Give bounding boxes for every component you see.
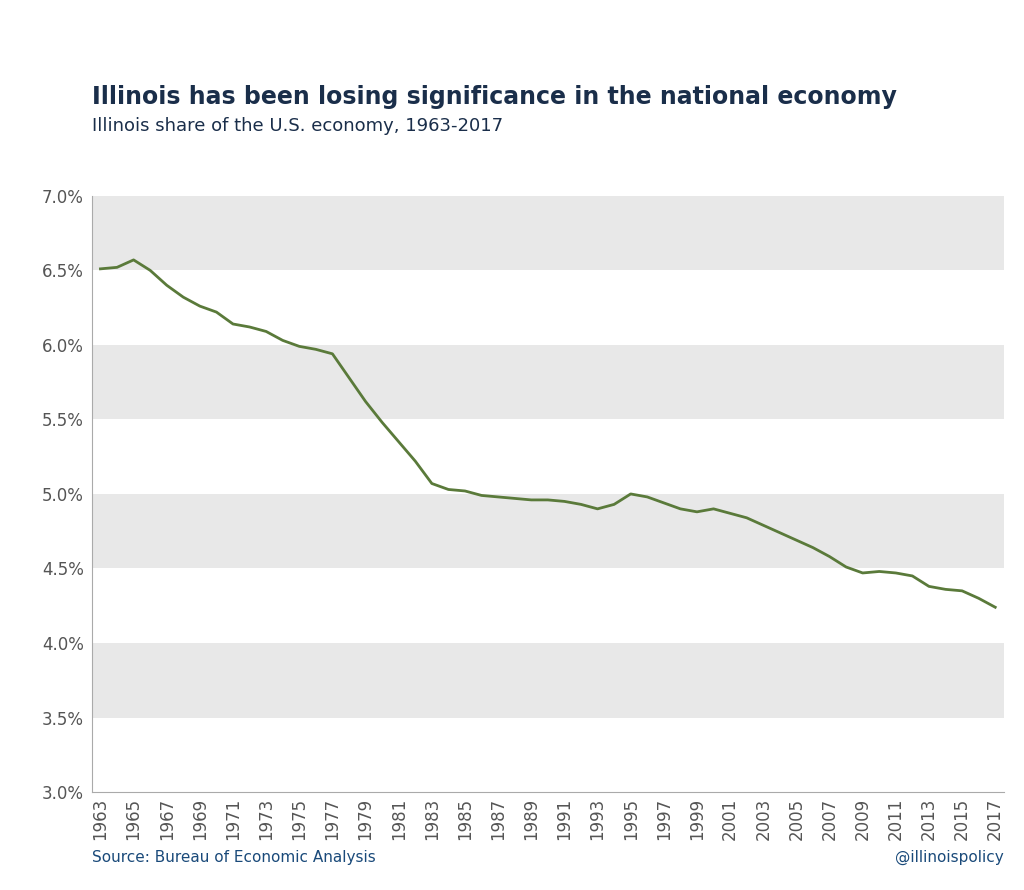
Bar xyxy=(92,344,1004,419)
Text: Source: Bureau of Economic Analysis: Source: Bureau of Economic Analysis xyxy=(92,850,376,865)
Text: @illinoispolicy: @illinoispolicy xyxy=(895,850,1004,865)
Text: Illinois share of the U.S. economy, 1963-2017: Illinois share of the U.S. economy, 1963… xyxy=(92,117,503,135)
Bar xyxy=(92,643,1004,717)
Text: Illinois has been losing significance in the national economy: Illinois has been losing significance in… xyxy=(92,85,897,109)
Bar xyxy=(92,494,1004,569)
Bar xyxy=(92,196,1004,271)
